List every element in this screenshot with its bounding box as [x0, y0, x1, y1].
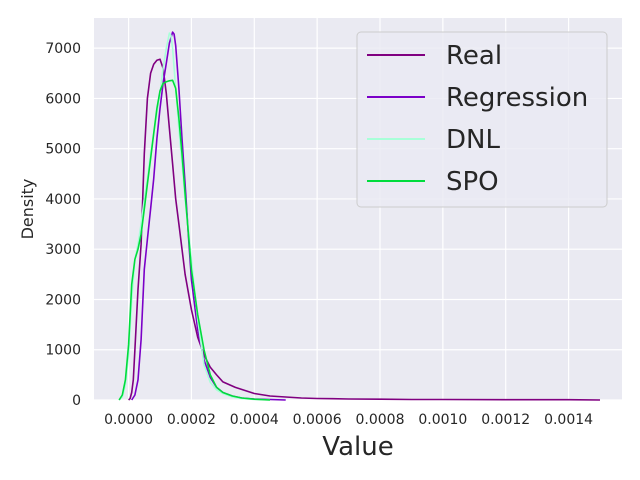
legend: Real Regression DNL SPO: [356, 31, 608, 208]
x-tick-label: 0.0002: [167, 412, 216, 428]
legend-label-regression: Regression: [446, 83, 588, 113]
x-axis-label: Value: [322, 432, 393, 462]
legend-label-real: Real: [446, 41, 502, 71]
legend-label-dnl: DNL: [446, 125, 500, 155]
y-tick-label: 0: [72, 393, 81, 409]
x-tick-label: 0.0014: [544, 412, 593, 428]
x-tick-label: 0.0012: [481, 412, 530, 428]
series-lines: [118, 31, 601, 401]
x-tick-label: 0.0000: [104, 412, 153, 428]
y-tick-label: 6000: [45, 91, 81, 107]
x-tick-label: 0.0008: [356, 412, 405, 428]
y-tick-label: 2000: [45, 292, 81, 308]
y-tick-label: 7000: [45, 41, 81, 57]
x-tick-label: 0.0010: [418, 412, 467, 428]
y-tick-label: 1000: [45, 343, 81, 359]
legend-box: [356, 31, 608, 208]
y-tick-label: 5000: [45, 142, 81, 158]
x-tick-label: 0.0006: [293, 412, 342, 428]
x-tick-label: 0.0004: [230, 412, 279, 428]
y-tick-labels: 0 1000 2000 3000 4000 5000 6000 7000: [45, 41, 81, 409]
series-line-real: [128, 58, 601, 401]
y-axis-label: Density: [18, 179, 37, 240]
series-line-spo: [118, 79, 271, 401]
y-tick-label: 4000: [45, 192, 81, 208]
x-tick-labels: 0.0000 0.0002 0.0004 0.0006 0.0008 0.0010 0.00…: [104, 412, 593, 428]
y-tick-label: 3000: [45, 242, 81, 258]
legend-label-spo: SPO: [446, 167, 499, 197]
